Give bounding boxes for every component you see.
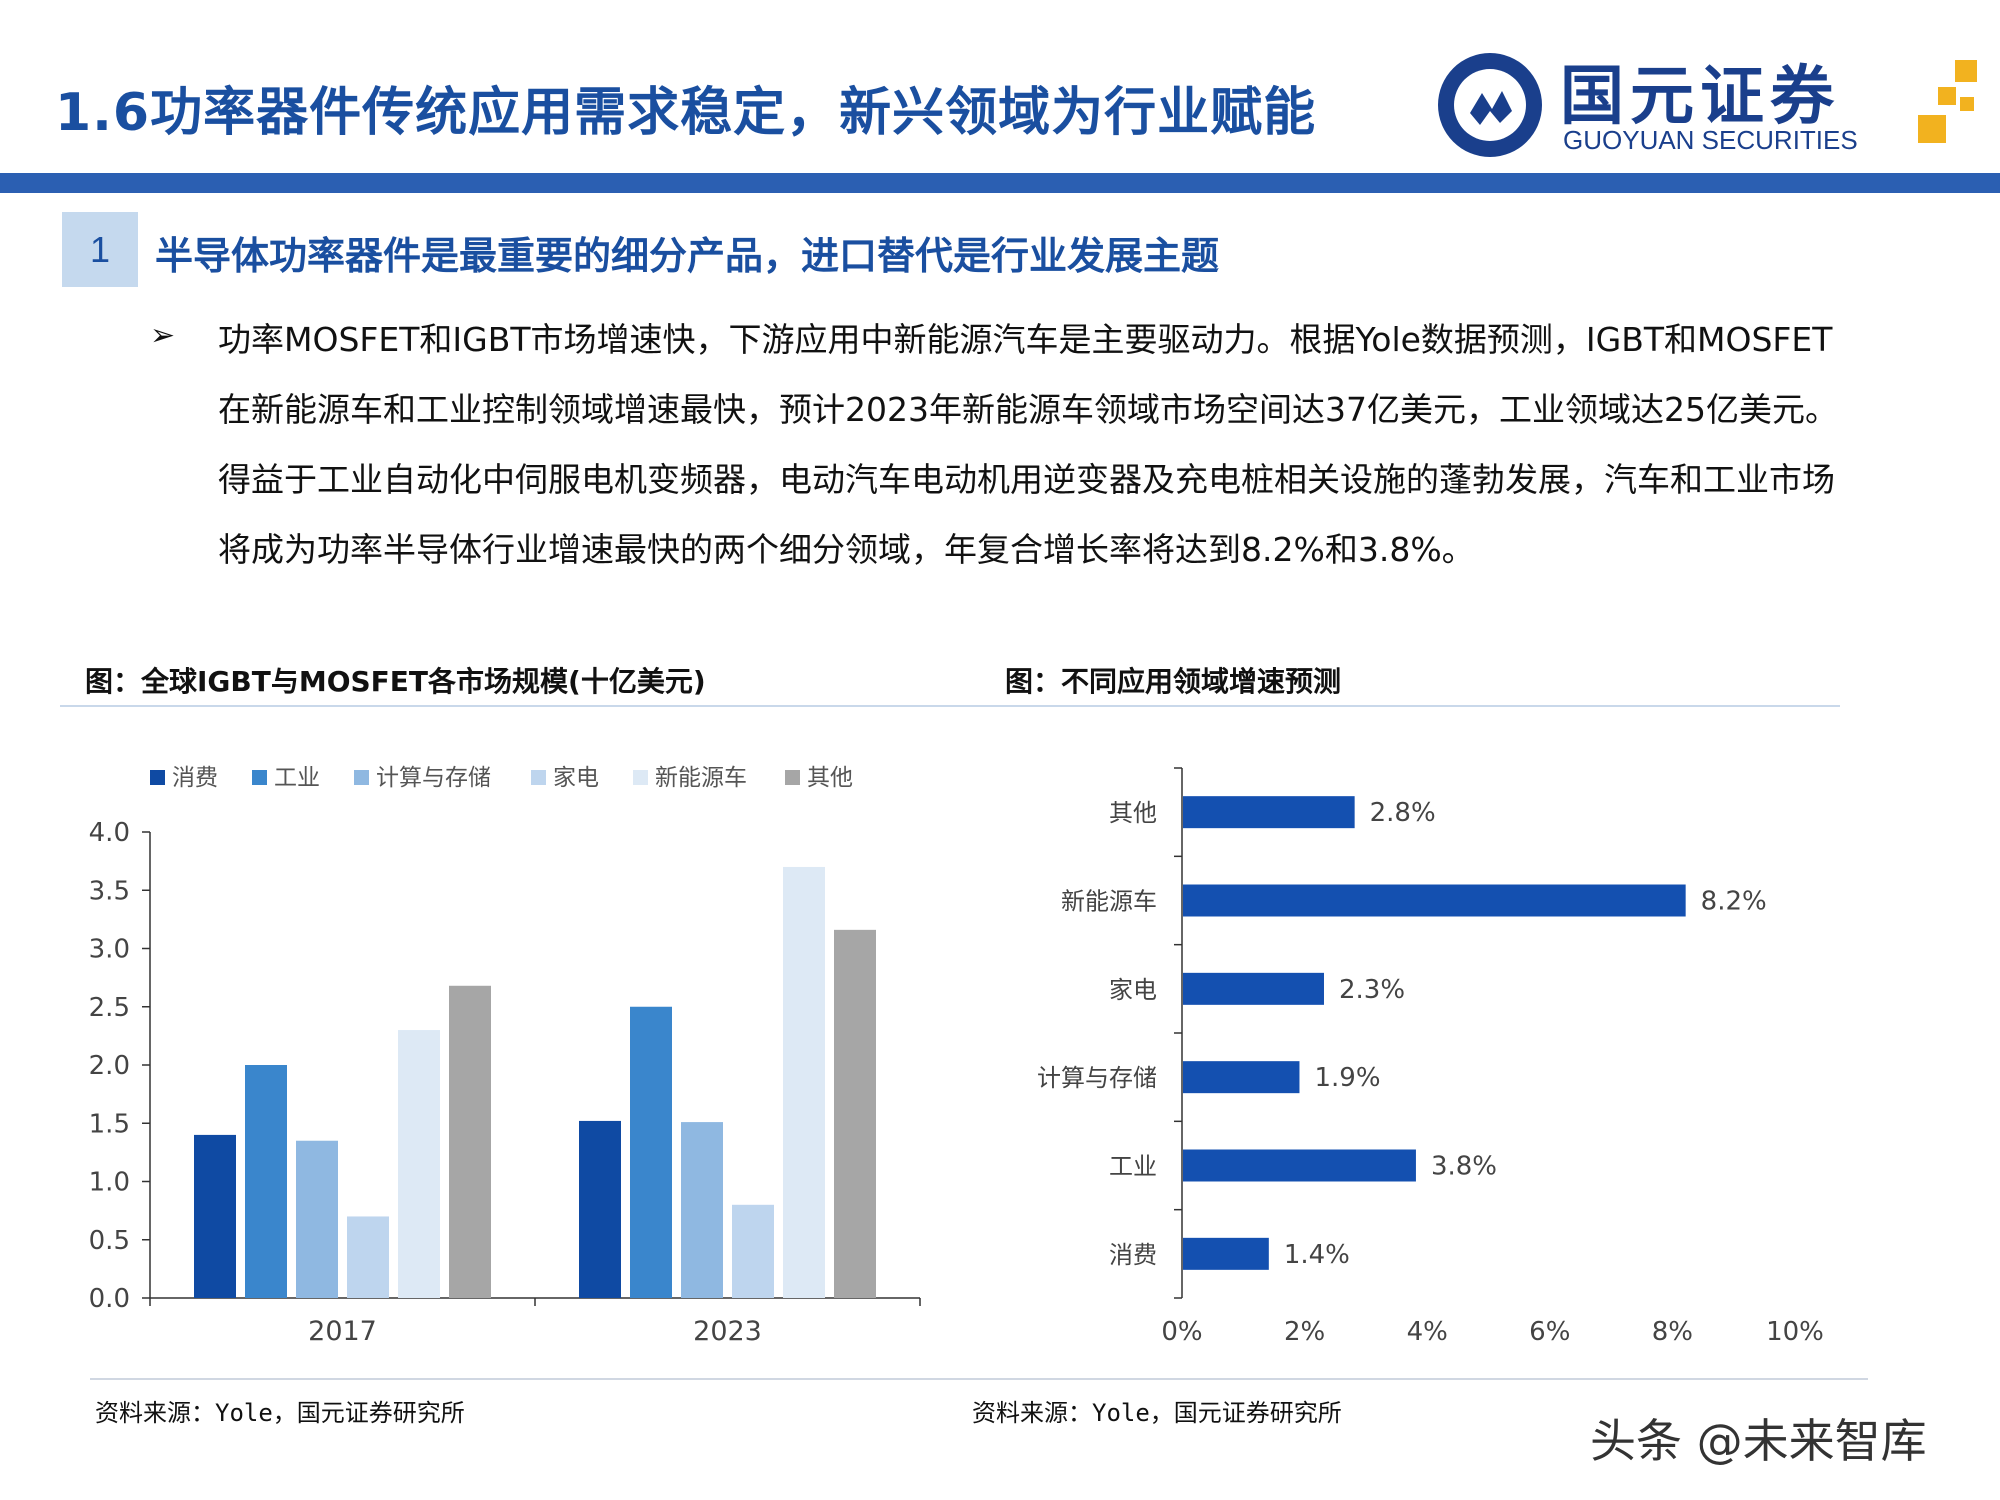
bar <box>347 1216 389 1298</box>
x-tick-label: 8% <box>1652 1317 1693 1347</box>
category-label: 工业 <box>1109 1153 1157 1181</box>
left-figure-title: 图：全球IGBT与MOSFET各市场规模(十亿美元) <box>85 665 706 698</box>
y-tick-label: 2.0 <box>89 1051 130 1081</box>
data-label: 2.8% <box>1370 798 1436 828</box>
bar <box>1183 796 1355 829</box>
bar <box>630 1006 672 1298</box>
y-tick-label: 3.5 <box>89 876 130 906</box>
legend-swatch <box>252 770 267 785</box>
company-logo: 国元证券 GUOYUAN SECURITIES <box>1430 45 1990 165</box>
logo-squares-icon <box>1918 60 1977 143</box>
category-label: 家电 <box>1109 976 1157 1004</box>
x-tick-label: 2% <box>1284 1317 1325 1347</box>
growth-forecast-bar-chart: 其他 2.8% 新能源车 8.2% 家电 2.3% 计算与存储 1.9% 工业 3.8% 消费 1.4… <box>1037 767 1824 1347</box>
page-title: 1.6功率器件传统应用需求稳定，新兴领域为行业赋能 <box>55 83 1317 143</box>
bar <box>579 1120 621 1298</box>
legend-swatch <box>633 770 648 785</box>
bar <box>783 866 825 1298</box>
header-divider-bar <box>0 173 2000 193</box>
bar <box>1183 1149 1416 1182</box>
watermark: 头条 @未来智库 <box>1590 1414 1927 1468</box>
legend-label: 家电 <box>553 765 599 791</box>
y-tick-label: 3.0 <box>89 935 130 965</box>
y-tick-label: 1.0 <box>89 1168 130 1198</box>
bar <box>681 1122 723 1298</box>
category-label: 消费 <box>1109 1241 1157 1269</box>
legend-label: 新能源车 <box>655 765 747 791</box>
right-figure-title: 图：不同应用领域增速预测 <box>1005 665 1342 698</box>
bar <box>834 929 876 1298</box>
bullet-arrow-icon: ➢ <box>150 318 176 353</box>
legend-label: 消费 <box>172 765 218 791</box>
data-label: 2.3% <box>1339 975 1405 1005</box>
logo-name: 国元证券 <box>1560 60 1840 134</box>
left-source: 资料来源：Yole，国元证券研究所 <box>95 1399 465 1427</box>
bar <box>1183 1061 1300 1094</box>
x-tick-label: 4% <box>1407 1317 1448 1347</box>
logo-emblem-icon <box>1438 53 1542 157</box>
right-source: 资料来源：Yole，国元证券研究所 <box>972 1399 1342 1427</box>
y-tick-label: 1.5 <box>89 1109 130 1139</box>
x-tick-label: 0% <box>1161 1317 1202 1347</box>
category-label: 计算与存储 <box>1037 1064 1157 1092</box>
logo-subtitle: GUOYUAN SECURITIES <box>1563 125 1858 155</box>
data-label: 1.4% <box>1284 1240 1350 1270</box>
bar <box>732 1204 774 1298</box>
x-tick-label: 2017 <box>308 1316 377 1347</box>
legend-label: 工业 <box>274 765 320 791</box>
legend-label: 其他 <box>807 765 853 791</box>
bar <box>1183 972 1324 1005</box>
section-number-badge: 1 <box>62 212 138 287</box>
bar <box>245 1065 287 1298</box>
y-tick-label: 4.0 <box>89 818 130 848</box>
legend-swatch <box>354 770 369 785</box>
y-tick-label: 0.0 <box>89 1284 130 1314</box>
source-divider <box>90 1378 1868 1380</box>
section-title: 半导体功率器件是最重要的细分产品，进口替代是行业发展主题 <box>155 234 1220 278</box>
figure-title-divider <box>60 705 1840 707</box>
y-tick-label: 2.5 <box>89 993 130 1023</box>
legend-swatch <box>150 770 165 785</box>
market-size-bar-chart: 消费 工业 计算与存储 家电 新能源车 其他 0.0 0.5 1.0 1.5 2.0 2.5 3.0 3.… <box>89 765 921 1347</box>
bar <box>194 1134 236 1298</box>
bar <box>449 985 491 1298</box>
legend-swatch <box>531 770 546 785</box>
bar <box>398 1030 440 1298</box>
data-label: 1.9% <box>1314 1063 1380 1093</box>
x-tick-label: 6% <box>1529 1317 1570 1347</box>
data-label: 8.2% <box>1701 887 1767 917</box>
bullet-paragraph: 功率MOSFET和IGBT市场增速快，下游应用中新能源汽车是主要驱动力。根据Yo… <box>218 320 1838 569</box>
legend-label: 计算与存储 <box>376 765 491 791</box>
x-tick-label: 2023 <box>693 1316 762 1347</box>
bar <box>1183 884 1686 917</box>
x-tick-label: 10% <box>1766 1317 1824 1347</box>
category-label: 新能源车 <box>1061 888 1157 916</box>
bar <box>296 1140 338 1298</box>
legend-swatch <box>785 770 800 785</box>
category-label: 其他 <box>1109 799 1157 827</box>
data-label: 3.8% <box>1431 1152 1497 1182</box>
y-tick-label: 0.5 <box>89 1226 130 1256</box>
bar <box>1183 1237 1269 1270</box>
